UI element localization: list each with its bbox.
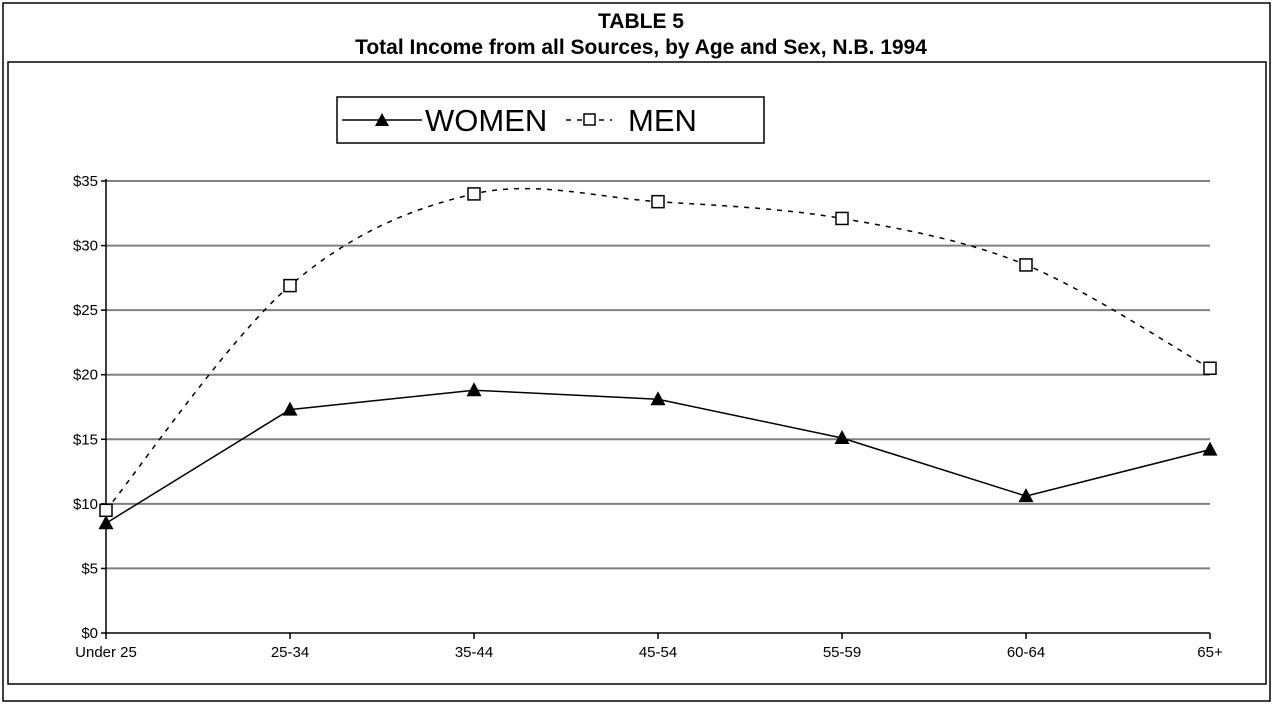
gridlines <box>106 180 1210 570</box>
point-women <box>650 391 666 406</box>
y-tick-label: $20 <box>73 367 98 384</box>
y-tick-label: $35 <box>73 173 98 190</box>
chart-subtitle: Total Income from all Sources, by Age an… <box>355 36 927 59</box>
x-tick-label: 25-34 <box>271 644 309 661</box>
point-women <box>282 401 298 416</box>
x-tick-label: 60-64 <box>1007 644 1045 661</box>
point-men <box>283 278 297 293</box>
y-tick-label: $25 <box>73 302 98 319</box>
point-men <box>651 194 665 209</box>
legend: WOMEN MEN <box>336 96 765 144</box>
y-tick-label: $5 <box>81 560 98 577</box>
point-women <box>98 515 114 530</box>
y-tick-label: $30 <box>73 238 98 255</box>
point-women <box>466 382 482 397</box>
point-men <box>99 503 113 518</box>
point-women <box>1202 441 1218 456</box>
legend-women-marker <box>375 113 389 126</box>
legend-men-label: MEN <box>628 103 697 138</box>
point-men <box>835 211 849 226</box>
point-women <box>834 429 850 444</box>
x-tick-label: Under 25 <box>75 644 137 661</box>
legend-men-marker <box>583 113 596 126</box>
legend-women-label: WOMEN <box>425 103 547 138</box>
series <box>98 187 1218 530</box>
y-tick-label: $15 <box>73 431 98 448</box>
point-men <box>1203 361 1217 376</box>
x-tick-label: 45-54 <box>639 644 677 661</box>
y-tick-labels: $0 $5 $10 $15 $20 $25 $30 $35 <box>73 173 98 642</box>
y-tick-label: $10 <box>73 496 98 513</box>
x-tick-labels: Under 25 25-34 35-44 45-54 55-59 60-64 65+ <box>75 644 1223 661</box>
chart-title: TABLE 5 <box>598 10 684 33</box>
point-men <box>1019 258 1033 272</box>
x-tick-label: 55-59 <box>823 644 861 661</box>
point-women <box>1018 488 1034 503</box>
chart-frame <box>7 61 1267 685</box>
y-tick-label: $0 <box>81 625 98 642</box>
x-tick-label: 65+ <box>1197 644 1223 661</box>
point-men <box>467 187 481 201</box>
x-tick-label: 35-44 <box>455 644 493 661</box>
